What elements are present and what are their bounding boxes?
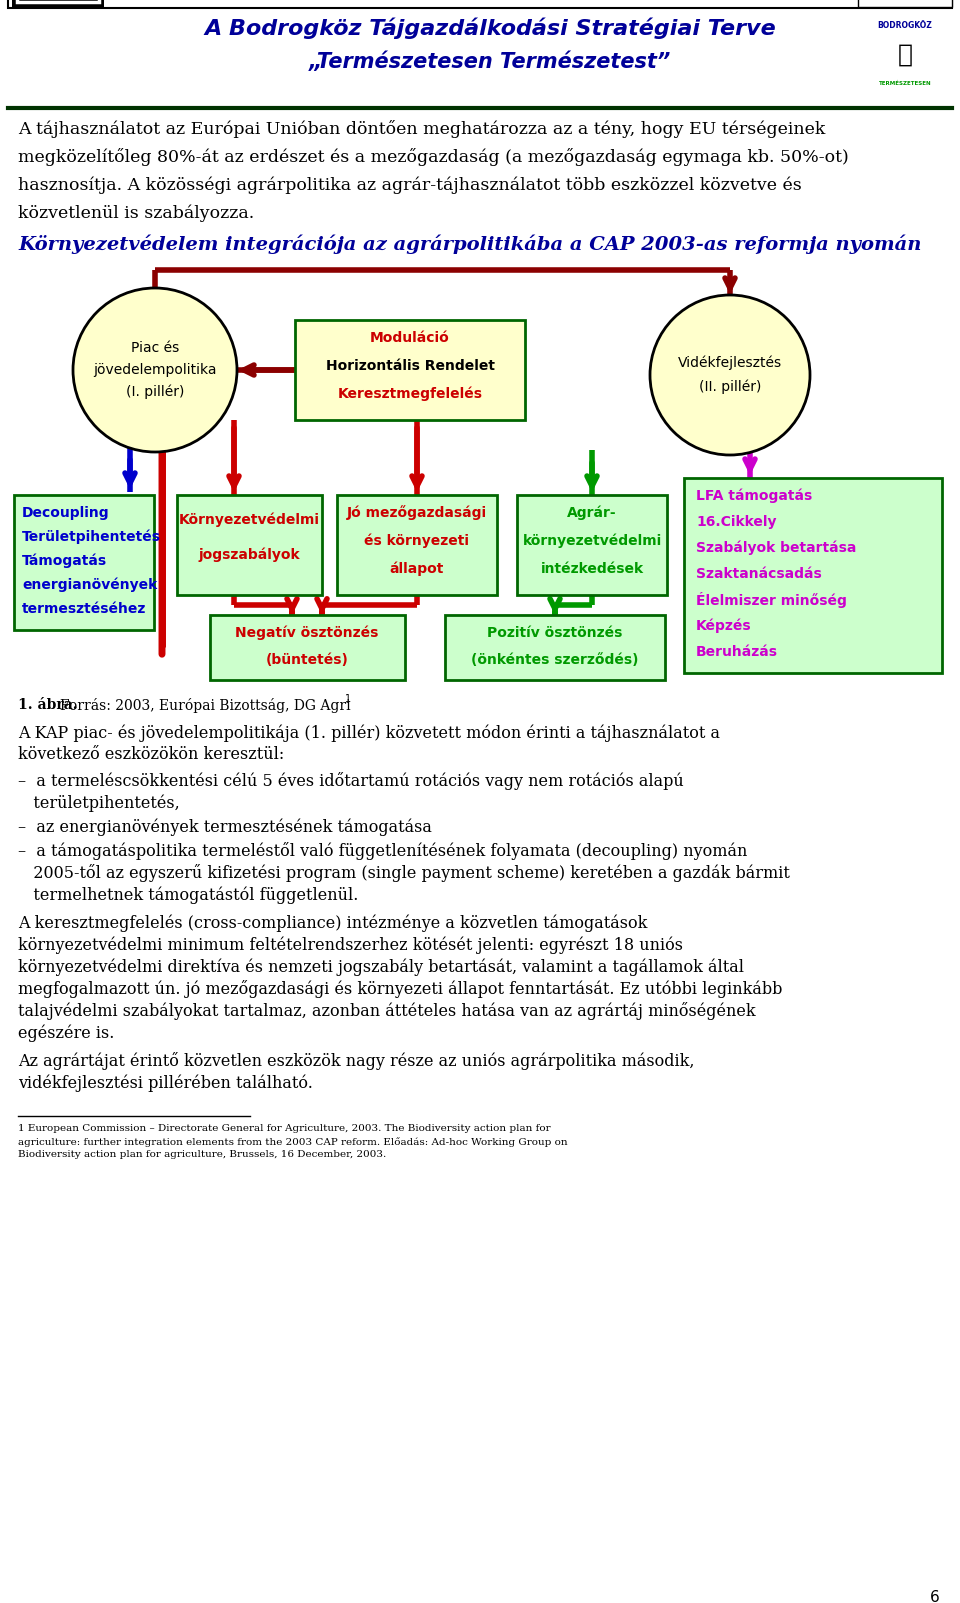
- Text: Piac és: Piac és: [131, 341, 180, 354]
- FancyBboxPatch shape: [858, 0, 952, 6]
- Text: Az agrártájat érintő közvetlen eszközök nagy része az uniós agrárpolitika másodi: Az agrártájat érintő közvetlen eszközök …: [18, 1052, 694, 1069]
- FancyBboxPatch shape: [12, 0, 104, 6]
- Text: (önkéntes szerződés): (önkéntes szerződés): [471, 652, 638, 667]
- FancyBboxPatch shape: [517, 495, 667, 595]
- Text: Agrár-: Agrár-: [567, 507, 617, 521]
- Text: Beruházás: Beruházás: [696, 644, 778, 659]
- Text: Környezetvédelmi: Környezetvédelmi: [179, 513, 320, 527]
- Text: –  a termeléscsökkentési célú 5 éves időtartamú rotációs vagy nem rotációs alapú: – a termeléscsökkentési célú 5 éves időt…: [18, 773, 684, 790]
- Text: 1 European Commission – Directorate General for Agriculture, 2003. The Biodivers: 1 European Commission – Directorate Gene…: [18, 1124, 551, 1133]
- Text: BODROGKÖZ: BODROGKÖZ: [877, 21, 932, 29]
- FancyBboxPatch shape: [337, 495, 497, 595]
- Text: Horizontális Rendelet: Horizontális Rendelet: [325, 359, 494, 373]
- Text: (II. pillér): (II. pillér): [699, 380, 761, 394]
- Text: Moduláció: Moduláció: [371, 330, 450, 345]
- Text: jövedelempolitika: jövedelempolitika: [93, 362, 217, 377]
- Text: A tájhasználatot az Európai Unióban döntően meghatározza az a tény, hogy EU térs: A tájhasználatot az Európai Unióban dönt…: [18, 120, 826, 138]
- Text: A KAP piac- és jövedelempolitikája (1. pillér) közvetett módon érinti a tájhaszn: A KAP piac- és jövedelempolitikája (1. p…: [18, 725, 720, 742]
- FancyBboxPatch shape: [295, 321, 525, 420]
- Text: Támogatás: Támogatás: [22, 553, 108, 567]
- Text: 🌊: 🌊: [898, 43, 913, 67]
- Text: környezetvédelmi direktíva és nemzeti jogszabály betartását, valamint a tagállam: környezetvédelmi direktíva és nemzeti jo…: [18, 959, 744, 976]
- Text: Biodiversity action plan for agriculture, Brussels, 16 December, 2003.: Biodiversity action plan for agriculture…: [18, 1149, 386, 1159]
- Text: Keresztmegfelelés: Keresztmegfelelés: [338, 386, 483, 401]
- Text: (büntetés): (büntetés): [266, 652, 348, 667]
- Text: termesztéséhez: termesztéséhez: [22, 603, 146, 616]
- Text: 1. ábra.: 1. ábra.: [18, 697, 83, 712]
- Text: intézkedések: intézkedések: [540, 563, 643, 575]
- Text: energianövények: energianövények: [22, 577, 157, 592]
- Text: 16.Cikkely: 16.Cikkely: [696, 515, 777, 529]
- FancyBboxPatch shape: [8, 0, 952, 8]
- Text: „Természetesen Természetest”: „Természetesen Természetest”: [309, 51, 671, 72]
- Text: következő eszközökön keresztül:: következő eszközökön keresztül:: [18, 745, 284, 763]
- Text: TERMÉSZETESEN: TERMÉSZETESEN: [878, 80, 931, 85]
- Text: –  a támogatáspolitika termeléstől való függetlenítésének folyamata (decoupling): – a támogatáspolitika termeléstől való f…: [18, 842, 748, 859]
- FancyBboxPatch shape: [445, 616, 665, 680]
- Text: –  az energianövények termesztésének támogatása: – az energianövények termesztésének támo…: [18, 818, 432, 835]
- Text: termelhetnek támogatástól függetlenül.: termelhetnek támogatástól függetlenül.: [18, 886, 358, 904]
- FancyBboxPatch shape: [14, 495, 154, 630]
- Text: A keresztmegfelelés (cross-compliance) intézménye a közvetlen támogatások: A keresztmegfelelés (cross-compliance) i…: [18, 914, 647, 931]
- Text: vidékfejlesztési pillérében található.: vidékfejlesztési pillérében található.: [18, 1074, 313, 1092]
- Text: területpihentetés,: területpihentetés,: [18, 793, 180, 811]
- Text: talajvédelmi szabályokat tartalmaz, azonban áttételes hatása van az agrártáj min: talajvédelmi szabályokat tartalmaz, azon…: [18, 1002, 756, 1020]
- Text: környezetvédelmi: környezetvédelmi: [522, 534, 661, 548]
- Text: Forrás: 2003, Európai Bizottság, DG Agri: Forrás: 2003, Európai Bizottság, DG Agri: [60, 697, 350, 713]
- Text: és környezeti: és környezeti: [365, 534, 469, 548]
- Text: állapot: állapot: [390, 561, 444, 575]
- Text: (I. pillér): (I. pillér): [126, 385, 184, 399]
- FancyBboxPatch shape: [210, 616, 405, 680]
- Text: Képzés: Képzés: [696, 619, 752, 633]
- Text: Vidékfejlesztés: Vidékfejlesztés: [678, 356, 782, 370]
- Text: 2005-től az egyszerű kifizetési program (single payment scheme) keretében a gazd: 2005-től az egyszerű kifizetési program …: [18, 864, 790, 882]
- Circle shape: [73, 289, 237, 452]
- Circle shape: [880, 30, 930, 80]
- Text: Negatív ösztönzés: Negatív ösztönzés: [235, 625, 378, 640]
- Text: Szabályok betartása: Szabályok betartása: [696, 540, 856, 555]
- Circle shape: [650, 295, 810, 455]
- Text: egészére is.: egészére is.: [18, 1024, 114, 1042]
- Text: agriculture: further integration elements from the 2003 CAP reform. Előadás: Ad-: agriculture: further integration element…: [18, 1137, 567, 1146]
- Text: 1: 1: [345, 694, 351, 704]
- Text: jogszabályok: jogszabályok: [198, 548, 300, 563]
- Text: közvetlenül is szabályozza.: közvetlenül is szabályozza.: [18, 204, 254, 221]
- Text: Decoupling: Decoupling: [22, 507, 109, 519]
- Text: környezetvédelmi minimum feltételrendszerhez kötését jelenti: egyrészt 18 uniós: környezetvédelmi minimum feltételrendsze…: [18, 936, 683, 954]
- Text: Környezetvédelem integrációja az agrárpolitikába a CAP 2003-as reformja nyomán: Környezetvédelem integrációja az agrárpo…: [18, 236, 922, 255]
- Text: Pozitív ösztönzés: Pozitív ösztönzés: [488, 627, 623, 640]
- Text: Szaktanácsadás: Szaktanácsadás: [696, 567, 822, 580]
- FancyBboxPatch shape: [17, 0, 99, 2]
- Text: 6: 6: [930, 1590, 940, 1603]
- FancyBboxPatch shape: [684, 478, 942, 673]
- Text: LFA támogatás: LFA támogatás: [696, 489, 812, 503]
- Text: hasznosítja. A közösségi agrárpolitika az agrár-tájhasználatot több eszközzel kö: hasznosítja. A közösségi agrárpolitika a…: [18, 176, 802, 194]
- Text: megfogalmazott ún. jó mezőgazdasági és környezeti állapot fenntartását. Ez utóbb: megfogalmazott ún. jó mezőgazdasági és k…: [18, 979, 782, 999]
- FancyBboxPatch shape: [177, 495, 322, 595]
- Text: Élelmiszer minőség: Élelmiszer minőség: [696, 592, 847, 608]
- Text: megközelítőleg 80%-át az erdészet és a mezőgazdaság (a mezőgazdaság egymaga kb. : megközelítőleg 80%-át az erdészet és a m…: [18, 147, 849, 167]
- Text: Jó mezőgazdasági: Jó mezőgazdasági: [347, 505, 487, 521]
- Text: Területpihentetés: Területpihentetés: [22, 529, 161, 545]
- Text: A Bodrogköz Tájgazdálkodási Stratégiai Terve: A Bodrogköz Tájgazdálkodási Stratégiai T…: [204, 18, 776, 38]
